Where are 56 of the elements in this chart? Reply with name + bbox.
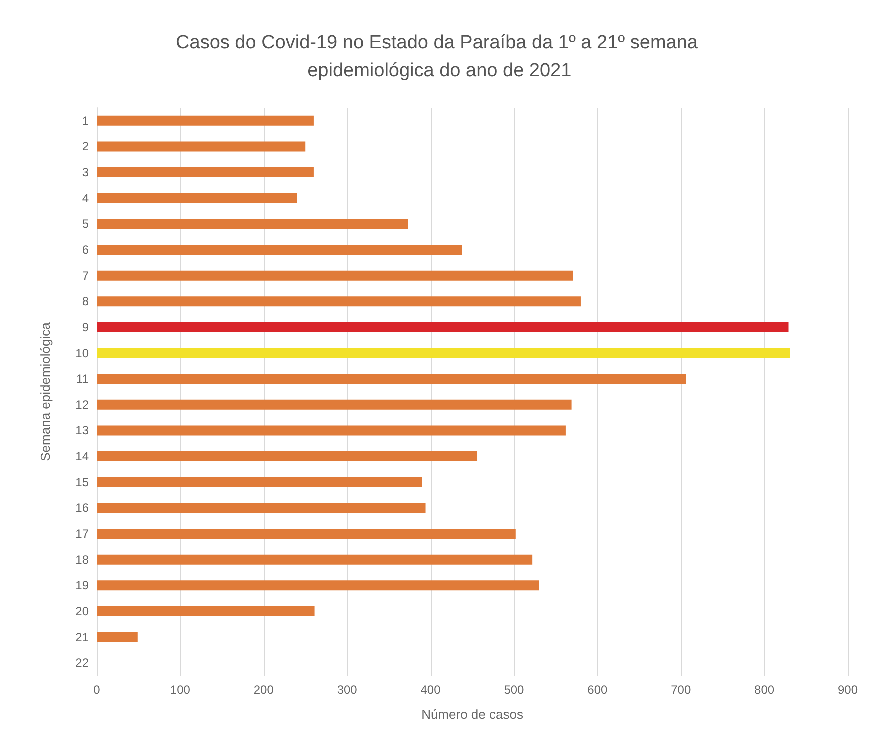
y-tick-label: 15 <box>76 475 90 490</box>
y-tick-label: 18 <box>76 552 90 567</box>
y-tick-label: 6 <box>82 243 90 257</box>
bar <box>97 322 789 332</box>
y-tick-label: 3 <box>82 166 90 180</box>
bar <box>97 142 306 152</box>
y-tick-label: 14 <box>76 450 90 464</box>
x-axis-title: Número de casos <box>422 707 524 722</box>
bar <box>97 554 533 565</box>
x-tick-label: 900 <box>838 683 858 697</box>
x-tick-label: 200 <box>254 683 274 697</box>
y-tick-label: 21 <box>76 630 90 644</box>
bar <box>97 426 566 436</box>
bar <box>97 116 314 126</box>
bar <box>97 400 572 410</box>
bar <box>97 632 138 642</box>
y-tick-label: 8 <box>82 294 90 309</box>
y-tick-label: 9 <box>82 320 90 334</box>
y-tick-label: 20 <box>76 604 90 618</box>
bar <box>97 580 540 591</box>
y-tick-label: 22 <box>76 656 90 670</box>
y-tick-label: 5 <box>82 217 90 232</box>
bar <box>97 452 478 462</box>
x-tick-label: 800 <box>754 683 775 697</box>
bar <box>97 270 574 281</box>
y-tick-label: 11 <box>76 372 90 386</box>
bar <box>97 296 581 307</box>
y-tick-label: 17 <box>76 527 90 541</box>
x-tick-label: 700 <box>671 683 692 697</box>
bar <box>97 374 686 384</box>
y-tick-label: 10 <box>76 346 90 360</box>
bar <box>97 348 790 358</box>
x-tick-label: 600 <box>588 683 608 697</box>
bar <box>97 477 422 488</box>
chart-title: Casos do Covid-19 no Estado da Paraíba da 1º a 21º semana epidemiológica do ano de 2021 <box>176 32 698 82</box>
bar <box>97 606 315 616</box>
y-tick-label: 2 <box>82 140 90 154</box>
y-tick-label: 19 <box>76 578 90 593</box>
x-tick-label: 300 <box>337 683 358 697</box>
y-tick-label: 7 <box>82 268 90 283</box>
bar <box>97 193 298 204</box>
x-tick-label: 0 <box>94 683 101 697</box>
y-tick-label: 13 <box>76 424 90 438</box>
bar <box>97 503 426 514</box>
bar <box>97 168 314 178</box>
y-tick-label: 4 <box>82 191 90 206</box>
bar <box>97 529 516 539</box>
y-tick-label: 16 <box>76 501 90 516</box>
y-tick-label: 1 <box>82 114 90 128</box>
x-tick-label: 500 <box>504 683 525 697</box>
x-tick-label: 100 <box>170 683 191 697</box>
y-tick-label: 12 <box>76 398 90 412</box>
x-tick-label: 400 <box>420 683 442 697</box>
bar <box>97 245 462 255</box>
y-axis-title: Semana epidemiológica <box>38 322 53 462</box>
bar <box>97 219 408 230</box>
